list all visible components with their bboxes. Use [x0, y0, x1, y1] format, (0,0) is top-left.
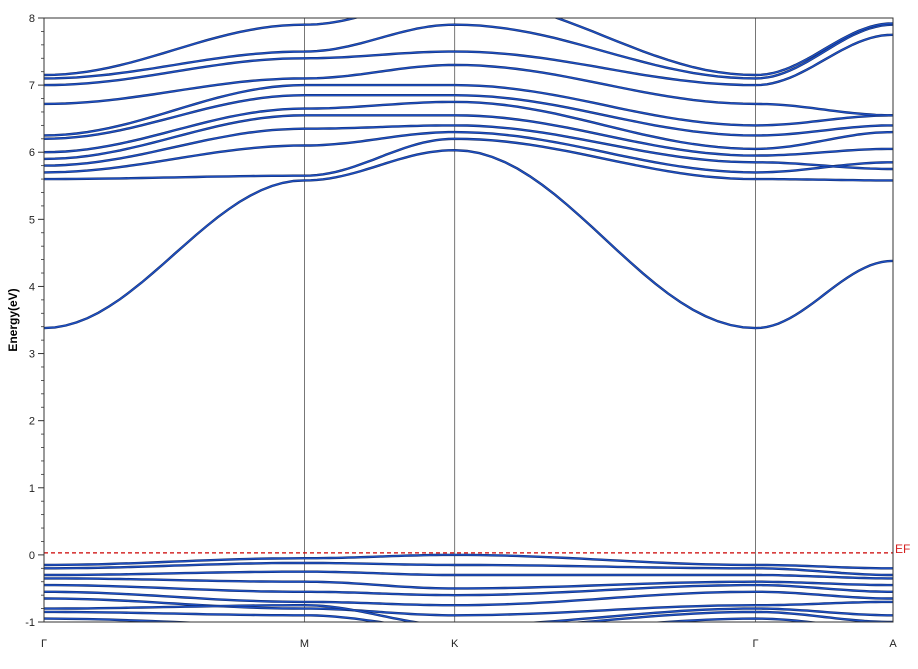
y-tick-label: 0: [29, 550, 35, 562]
y-tick-label: -1: [25, 617, 35, 629]
y-tick-label: 8: [29, 13, 35, 25]
y-tick-label: 6: [29, 147, 35, 159]
y-tick-label: 5: [29, 214, 35, 226]
y-tick-label: 1: [29, 483, 35, 495]
fermi-level-label: EF: [895, 542, 910, 556]
band-line: [44, 94, 893, 140]
x-tick-label: A: [889, 638, 897, 650]
band-line-shadow: [44, 100, 893, 154]
kpoint-gridlines: [304, 18, 756, 622]
band-line: [44, 591, 893, 606]
x-tick-label: M: [300, 638, 309, 650]
band-line: [44, 611, 893, 622]
band-line: [44, 617, 817, 622]
y-axis-ticks: -1 0 1 2 3 4 5 6 7 8: [25, 13, 44, 629]
band-line: [44, 34, 893, 86]
x-tick-label: K: [451, 638, 459, 650]
band-line: [44, 64, 893, 117]
band-line: [44, 570, 893, 580]
band-line: [44, 149, 893, 329]
band-line-shadow: [44, 583, 893, 597]
band-line: [44, 584, 893, 596]
band-line: [44, 101, 893, 153]
band-lines: [44, 18, 893, 622]
x-tick-label: Γ: [752, 638, 758, 650]
y-axis-title: Energy(eV): [6, 288, 20, 351]
band-line: [44, 84, 893, 137]
band-line: [44, 562, 893, 576]
band-line: [44, 577, 893, 590]
band-line: [44, 114, 893, 160]
band-line: [44, 23, 893, 80]
band-line: [44, 18, 893, 76]
band-line-shadow: [44, 18, 893, 77]
band-line: [44, 131, 893, 174]
y-tick-label: 2: [29, 416, 35, 428]
x-tick-label: Γ: [41, 638, 47, 650]
fermi-level: EF: [44, 542, 910, 556]
y-tick-label: 3: [29, 349, 35, 361]
band-line: [44, 124, 893, 170]
y-tick-label: 4: [29, 281, 35, 293]
band-line: [44, 138, 893, 182]
plot-frame: [43, 17, 894, 623]
band-line: [44, 554, 893, 570]
band-line: [44, 604, 893, 622]
y-tick-label: 7: [29, 80, 35, 92]
band-line-shadow: [44, 617, 821, 622]
